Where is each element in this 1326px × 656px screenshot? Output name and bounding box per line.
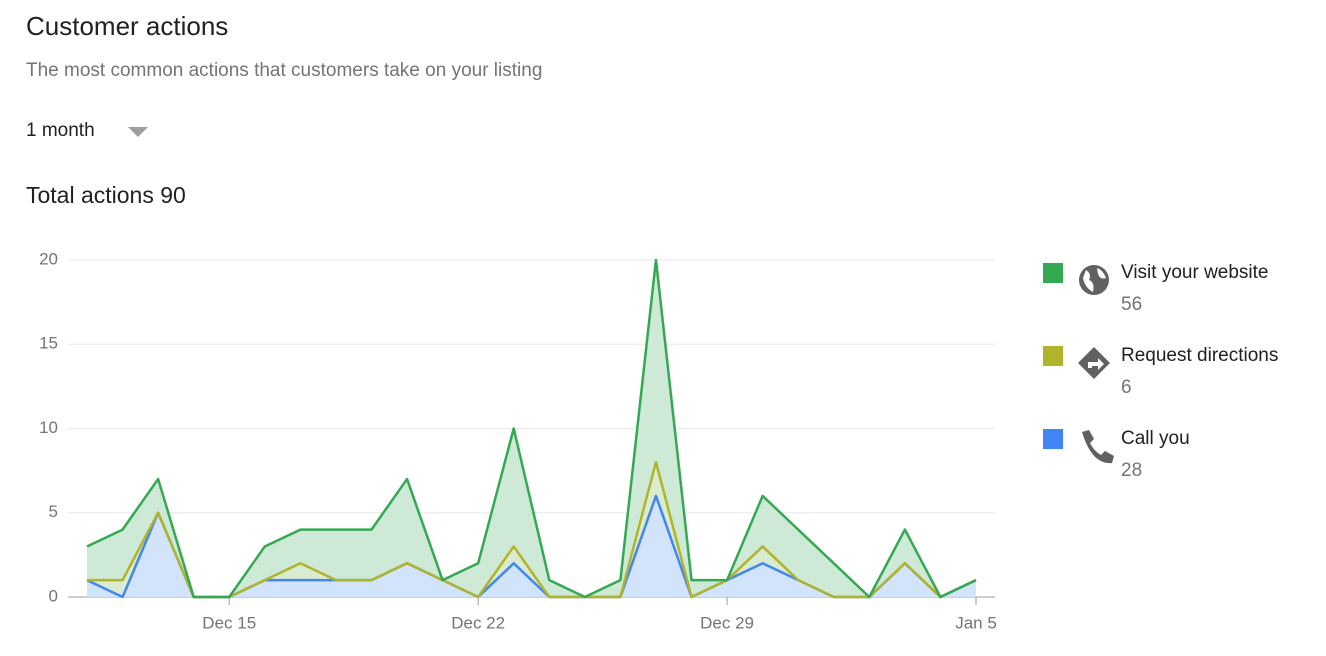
legend-swatch [1043, 346, 1063, 366]
legend-total: 28 [1121, 460, 1142, 481]
total-label: Total actions [26, 182, 154, 208]
legend-label: Visit your website [1121, 262, 1269, 283]
series-line [86, 258, 977, 599]
legend-label: Call you [1121, 428, 1190, 449]
legend-swatch [1043, 263, 1063, 283]
period-dropdown[interactable]: 1 month [26, 120, 95, 141]
x-tick-label: Dec 29 [700, 613, 754, 632]
subtitle: The most common actions that customers t… [26, 60, 542, 81]
area [87, 260, 976, 597]
series-line [87, 460, 977, 599]
legend-total: 56 [1121, 294, 1142, 315]
total-actions: Total actions 90 [26, 182, 186, 208]
title: Customer actions [26, 11, 228, 41]
y-tick-label: 15 [39, 334, 58, 353]
legend-total: 6 [1121, 377, 1132, 398]
y-tick-label: 20 [39, 249, 58, 268]
area [87, 462, 976, 597]
total-value: 90 [160, 182, 186, 208]
phone-icon [1082, 430, 1114, 464]
x-tick-label: Jan 5 [955, 613, 997, 632]
icons [1078, 265, 1114, 464]
legend-label: Request directions [1121, 345, 1278, 366]
x-tick-label: Dec 22 [451, 613, 505, 632]
y-tick-label: 10 [39, 418, 58, 437]
x-tick-label: Dec 15 [202, 613, 256, 632]
legend-swatch [1043, 429, 1063, 449]
y-tick-label: 5 [49, 502, 58, 521]
area [87, 495, 976, 597]
dropdown-arrow[interactable] [128, 127, 148, 137]
y-tick-label: 0 [49, 586, 58, 605]
